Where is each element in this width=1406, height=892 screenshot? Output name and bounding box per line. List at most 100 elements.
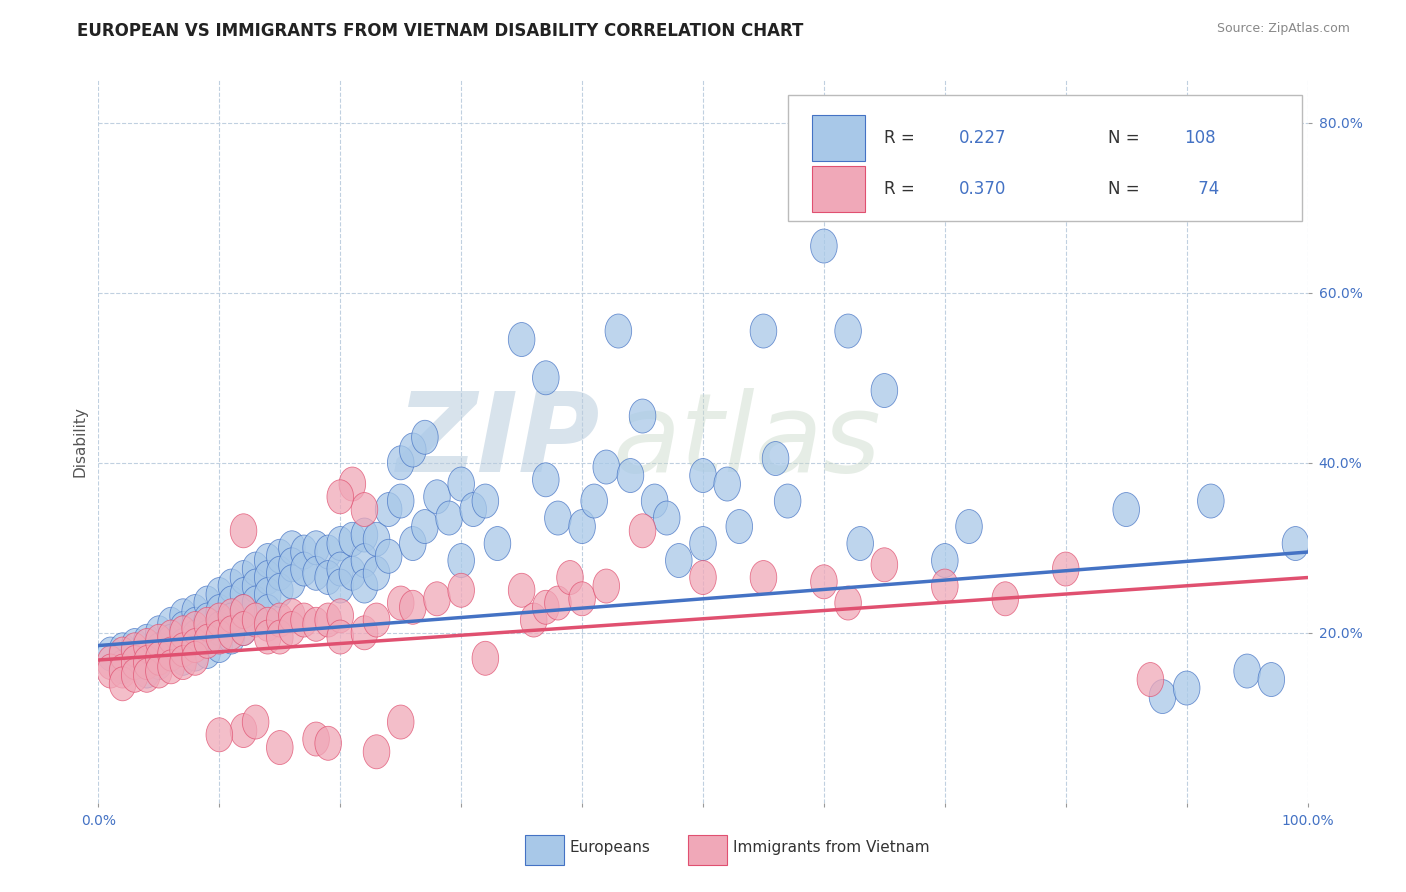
Ellipse shape [449,574,474,607]
Ellipse shape [363,523,389,557]
Ellipse shape [533,360,560,395]
Ellipse shape [328,620,353,654]
Ellipse shape [581,484,607,518]
FancyBboxPatch shape [811,115,865,161]
Ellipse shape [242,552,269,586]
Ellipse shape [399,591,426,624]
Ellipse shape [242,603,269,637]
Ellipse shape [146,632,172,667]
Ellipse shape [363,557,389,591]
Ellipse shape [375,492,402,526]
Ellipse shape [207,603,232,637]
Ellipse shape [194,603,221,637]
Ellipse shape [121,632,148,667]
Ellipse shape [207,595,232,629]
Ellipse shape [267,731,292,764]
Ellipse shape [146,615,172,649]
Ellipse shape [121,646,148,680]
Ellipse shape [533,463,560,497]
Ellipse shape [363,603,389,637]
Ellipse shape [207,620,232,654]
Ellipse shape [231,612,257,646]
Text: R =: R = [884,129,921,147]
Ellipse shape [811,229,837,263]
Ellipse shape [460,492,486,526]
Ellipse shape [242,569,269,603]
Ellipse shape [484,526,510,560]
Ellipse shape [157,637,184,671]
Ellipse shape [110,667,136,701]
Ellipse shape [181,620,208,654]
Ellipse shape [315,535,342,569]
Ellipse shape [170,615,197,649]
Ellipse shape [110,632,136,667]
Ellipse shape [569,509,595,543]
Ellipse shape [630,514,655,548]
Ellipse shape [302,722,329,756]
Ellipse shape [267,603,292,637]
Ellipse shape [254,607,281,641]
Text: 108: 108 [1184,129,1216,147]
Y-axis label: Disability: Disability [72,406,87,477]
Ellipse shape [291,603,318,637]
Ellipse shape [339,523,366,557]
Ellipse shape [449,543,474,577]
Ellipse shape [170,646,197,680]
Ellipse shape [352,569,378,603]
Ellipse shape [956,509,983,543]
Ellipse shape [811,565,837,599]
Ellipse shape [654,501,681,535]
Ellipse shape [605,314,631,348]
Ellipse shape [134,629,160,663]
Ellipse shape [254,577,281,612]
Ellipse shape [231,577,257,612]
Ellipse shape [278,565,305,599]
Ellipse shape [181,612,208,646]
Ellipse shape [218,586,245,620]
Ellipse shape [315,560,342,595]
Ellipse shape [835,314,862,348]
Ellipse shape [1174,671,1199,705]
Ellipse shape [1282,526,1309,560]
Ellipse shape [339,467,366,501]
Ellipse shape [569,582,595,615]
Ellipse shape [157,607,184,641]
Ellipse shape [267,574,292,607]
Ellipse shape [593,450,620,484]
Ellipse shape [291,552,318,586]
Text: Europeans: Europeans [569,840,651,855]
Ellipse shape [388,705,413,739]
Ellipse shape [254,595,281,629]
Ellipse shape [472,641,499,675]
Ellipse shape [775,484,801,518]
Ellipse shape [157,649,184,684]
Ellipse shape [315,726,342,760]
Ellipse shape [110,649,136,684]
Ellipse shape [267,557,292,591]
Ellipse shape [134,641,160,675]
Ellipse shape [110,637,136,671]
Ellipse shape [194,607,221,641]
Ellipse shape [194,624,221,658]
Ellipse shape [121,646,148,680]
Ellipse shape [278,612,305,646]
Ellipse shape [218,620,245,654]
Ellipse shape [302,531,329,565]
Text: N =: N = [1108,179,1144,198]
Ellipse shape [146,654,172,688]
Ellipse shape [412,420,439,454]
Ellipse shape [714,467,741,501]
Ellipse shape [690,526,716,560]
Ellipse shape [157,624,184,658]
Ellipse shape [328,599,353,632]
Ellipse shape [388,446,413,480]
Ellipse shape [242,586,269,620]
Ellipse shape [630,399,655,433]
Ellipse shape [1258,663,1285,697]
Ellipse shape [436,501,463,535]
Ellipse shape [194,620,221,654]
Ellipse shape [134,654,160,688]
Ellipse shape [146,641,172,675]
Text: ZIP: ZIP [396,388,600,495]
Text: R =: R = [884,179,921,198]
